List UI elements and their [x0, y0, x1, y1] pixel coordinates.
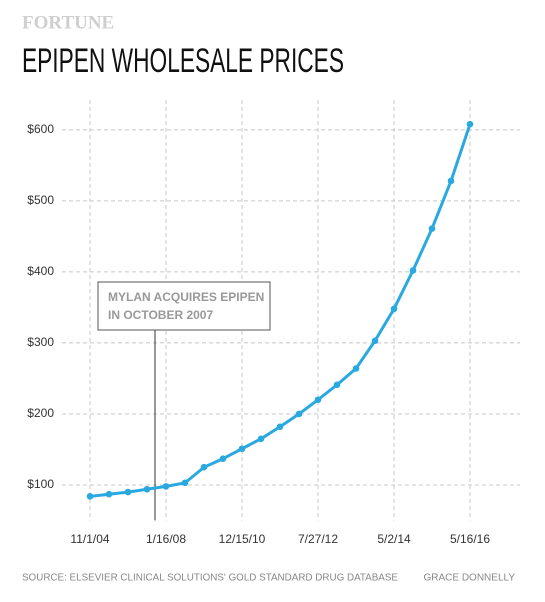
y-tick-label: $500: [27, 193, 54, 207]
point: [295, 410, 303, 418]
source: SOURCE: ELSEVIER CLINICAL SOLUTIONS' GOL…: [22, 573, 398, 584]
point: [390, 305, 398, 313]
x-tick-label: 1/16/08: [146, 532, 186, 546]
point: [238, 445, 246, 453]
point: [333, 381, 341, 389]
y-tick-label: $400: [27, 264, 54, 278]
point: [143, 485, 151, 493]
point: [257, 435, 265, 443]
point: [428, 225, 436, 232]
point: [200, 463, 208, 471]
y-tick-label: $300: [27, 335, 54, 349]
point: [371, 337, 379, 345]
x-tick-label: 11/1/04: [70, 532, 109, 546]
point: [352, 365, 360, 372]
y-tick-label: $100: [27, 477, 54, 491]
point: [276, 423, 284, 431]
chart-title: EPIPEN WHOLESALE PRICES: [22, 42, 344, 80]
y-tick-label: $200: [27, 406, 54, 420]
point: [409, 267, 417, 274]
point: [105, 490, 113, 498]
brand: FORTUNE: [22, 12, 114, 33]
point: [447, 177, 455, 185]
y-tick-label: $600: [27, 122, 54, 136]
x-tick-label: 7/27/12: [298, 532, 338, 546]
x-tick-label: 5/2/14: [377, 532, 411, 546]
point: [162, 483, 170, 490]
point: [124, 488, 132, 496]
x-tick-label: 5/16/16: [450, 532, 490, 546]
point: [86, 493, 94, 500]
point: [219, 455, 227, 463]
x-tick-label: 12/15/10: [219, 532, 266, 546]
annotation-text: MYLAN ACQUIRES EPIPEN: [108, 290, 264, 304]
annotation-text: IN OCTOBER 2007: [108, 308, 213, 322]
point: [314, 396, 322, 404]
point: [181, 479, 189, 487]
credit: GRACE DONNELLY: [423, 573, 515, 584]
annotation-box: [97, 281, 271, 331]
point: [466, 120, 474, 128]
